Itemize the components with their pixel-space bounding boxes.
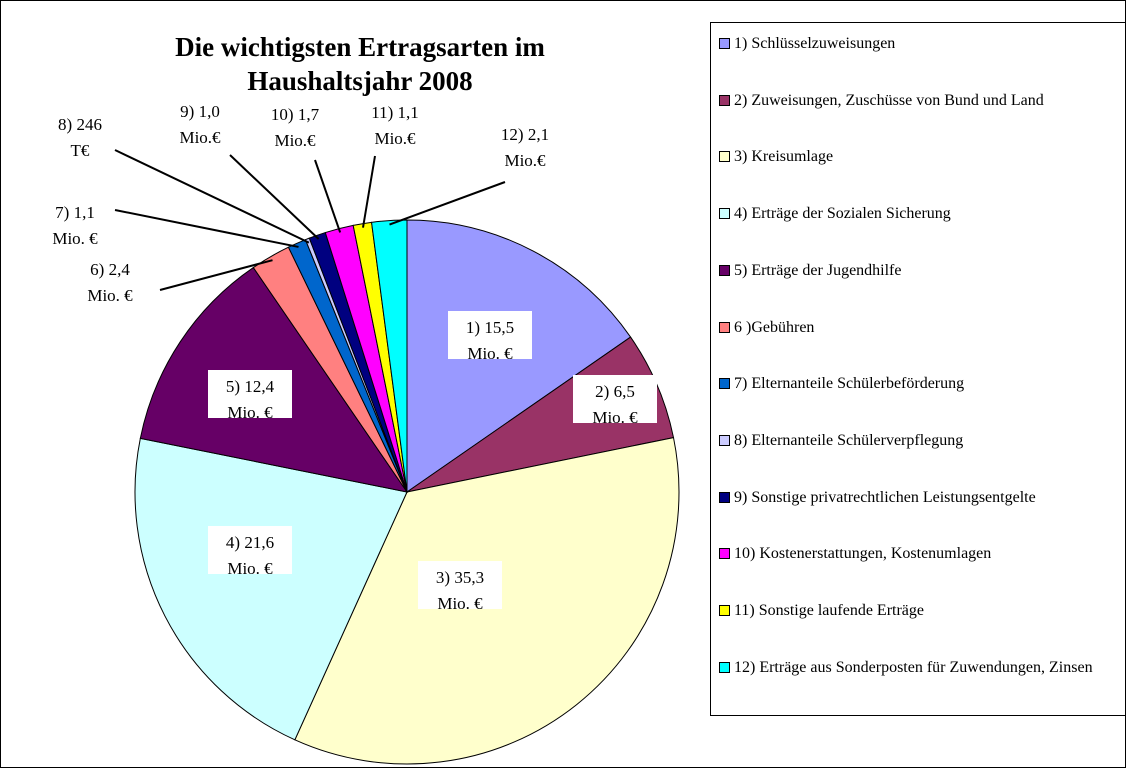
data-label-line: 9) 1,0 [180,102,220,121]
legend-entry: 12) Erträge aus Sonderposten für Zuwendu… [719,657,1127,678]
data-label-line: 10) 1,7 [271,105,320,124]
legend-label: 6 )Gebühren [734,318,815,336]
legend-swatch [719,321,730,333]
legend: 1) Schlüsselzuweisungen 2) Zuweisungen, Z… [710,22,1126,716]
legend-swatch [719,661,730,673]
leader-line [229,154,320,240]
label-bg [208,370,292,418]
legend-label: 4) Erträge der Sozialen Sicherung [734,205,951,223]
label-bg [448,311,532,359]
legend-entry: 10) Kostenerstattungen, Kostenumlagen [719,543,1127,564]
data-label-line: Mio.€ [179,128,221,147]
legend-label: 9) Sonstige privatrechtlichen Leistungse… [734,488,1036,506]
data-label: 9) 1,0 Mio.€ [179,102,221,147]
legend-entry: 5) Erträge der Jugendhilfe [719,260,1127,281]
legend-entry: 11) Sonstige laufende Erträge [719,600,1127,621]
data-label-line: 7) 1,1 [55,203,95,222]
data-label: 7) 1,1 Mio. € [52,203,98,248]
legend-swatch [719,208,730,220]
legend-label: 3) Kreisumlage [734,148,834,166]
data-label: 8) 246 T€ [58,115,102,160]
chart-title: Die wichtigsten Ertragsarten im Haushalt… [175,32,545,96]
legend-label: 5) Erträge der Jugendhilfe [734,261,902,279]
leader-line [114,209,299,248]
legend-entry: 1) Schlüsselzuweisungen [719,33,1127,54]
legend-swatch [719,548,730,560]
legend-swatch [719,605,730,616]
data-label: 5) 12,4 Mio. € [226,377,275,422]
legend-label: 2) Zuweisungen, Zuschüsse von Bund und L… [734,91,1044,109]
data-label-line: Mio.€ [274,131,316,150]
data-label: 1) 15,5 Mio. € [466,318,514,363]
data-label-line: 2) 6,5 [595,382,635,401]
data-label-line: Mio. € [437,594,483,613]
data-label-line: 8) 246 [58,115,102,134]
data-label: 2) 6,5 Mio. € [592,382,638,427]
leader-line [389,181,506,226]
pie-slice [134,437,408,741]
label-bg [208,526,292,574]
data-label-line: Mio. € [592,408,638,427]
data-label-line: 3) 35,3 [436,568,484,587]
legend-entry: 3) Kreisumlage [719,146,1127,167]
data-label-line: Mio. € [227,403,273,422]
legend-entry: 7) Elternanteile Schülerbeförderung [719,373,1127,394]
legend-entry: 9) Sonstige privatrechtlichen Leistungse… [719,487,1127,508]
leader-line [314,159,342,233]
data-label: 3) 35,3 Mio. € [436,568,484,613]
pie-slice [370,219,408,493]
legend-entry: 4) Erträge der Sozialen Sicherung [719,203,1127,224]
legend-label: 1) Schlüsselzuweisungen [734,35,896,52]
data-label: 12) 2,1 Mio.€ [501,125,549,170]
data-label: 4) 21,6 Mio. € [226,533,274,578]
data-label-line: 12) 2,1 [501,125,549,144]
legend-label: 7) Elternanteile Schülerbeförderung [734,375,965,393]
label-bg [573,375,657,423]
legend-swatch [719,434,730,446]
legend-label: 11) Sonstige laufende Erträge [734,602,925,619]
legend-label: 10) Kostenerstattungen, Kostenumlagen [734,545,992,563]
data-label-line: Mio. € [52,229,98,248]
data-label-line: 11) 1,1 [371,103,419,122]
leader-line [362,155,376,228]
leader-line [114,149,310,244]
data-label-line: 1) 15,5 [466,318,514,337]
data-label-line: Mio.€ [504,151,546,170]
legend-entry: 2) Zuweisungen, Zuschüsse von Bund und L… [719,90,1127,111]
data-label: 11) 1,1 Mio.€ [371,103,419,148]
data-label-line: 5) 12,4 [226,377,275,396]
data-label-line: Mio. € [87,286,133,305]
legend-swatch [719,378,730,390]
legend-entry: 6 )Gebühren [719,317,1127,338]
legend-swatch [719,264,730,276]
legend-swatch [719,151,730,163]
legend-label: 12) Erträge aus Sonderposten für Zuwendu… [734,658,1093,676]
legend-entry: 8) Elternanteile Schülerverpflegung [719,430,1127,451]
data-label-line: Mio. € [467,344,513,363]
data-label-line: Mio. € [227,559,273,578]
data-label-line: Mio.€ [374,129,416,148]
data-label-line: 6) 2,4 [90,260,130,279]
data-label-line: 4) 21,6 [226,533,274,552]
legend-label: 8) Elternanteile Schülerverpflegung [734,431,964,449]
data-label: 6) 2,4 Mio. € [87,260,133,305]
legend-swatch [719,491,730,503]
leader-line [159,259,273,291]
data-label: 10) 1,7 Mio.€ [271,105,320,150]
legend-swatch [719,38,730,49]
data-label-line: T€ [71,141,90,160]
label-bg [418,561,502,609]
legend-swatch [719,94,730,106]
